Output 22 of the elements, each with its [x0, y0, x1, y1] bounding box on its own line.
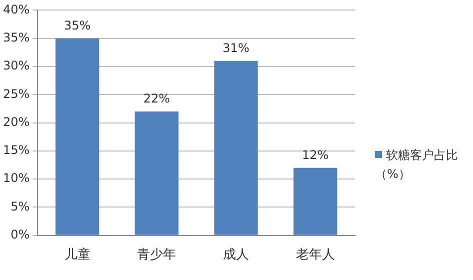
data-label: 22%: [143, 92, 170, 106]
x-tick-label: 成人: [223, 248, 249, 263]
bar: [294, 168, 338, 235]
data-label: 31%: [222, 40, 250, 55]
y-tick-label: 20%: [3, 114, 30, 129]
y-tick-label: 5%: [10, 199, 30, 214]
y-tick-label: 30%: [3, 58, 30, 73]
data-label: 35%: [64, 18, 91, 32]
x-tick-label: 青少年: [137, 248, 176, 263]
y-tick-label: 25%: [3, 86, 30, 101]
y-tick-label: 35%: [3, 30, 30, 44]
y-tick-label: 10%: [3, 171, 30, 186]
legend-label: 软糖客户占比（%）: [375, 147, 459, 183]
y-tick-label: 15%: [3, 143, 30, 158]
x-tick-label: 儿童: [64, 246, 90, 263]
bar: [134, 112, 178, 235]
x-tick-label: 老年人: [296, 248, 335, 263]
data-label: 12%: [302, 148, 329, 162]
y-tick-label: 40%: [3, 2, 30, 16]
bar: [214, 60, 258, 235]
bar: [56, 38, 100, 235]
y-tick-label: 0%: [10, 228, 30, 242]
